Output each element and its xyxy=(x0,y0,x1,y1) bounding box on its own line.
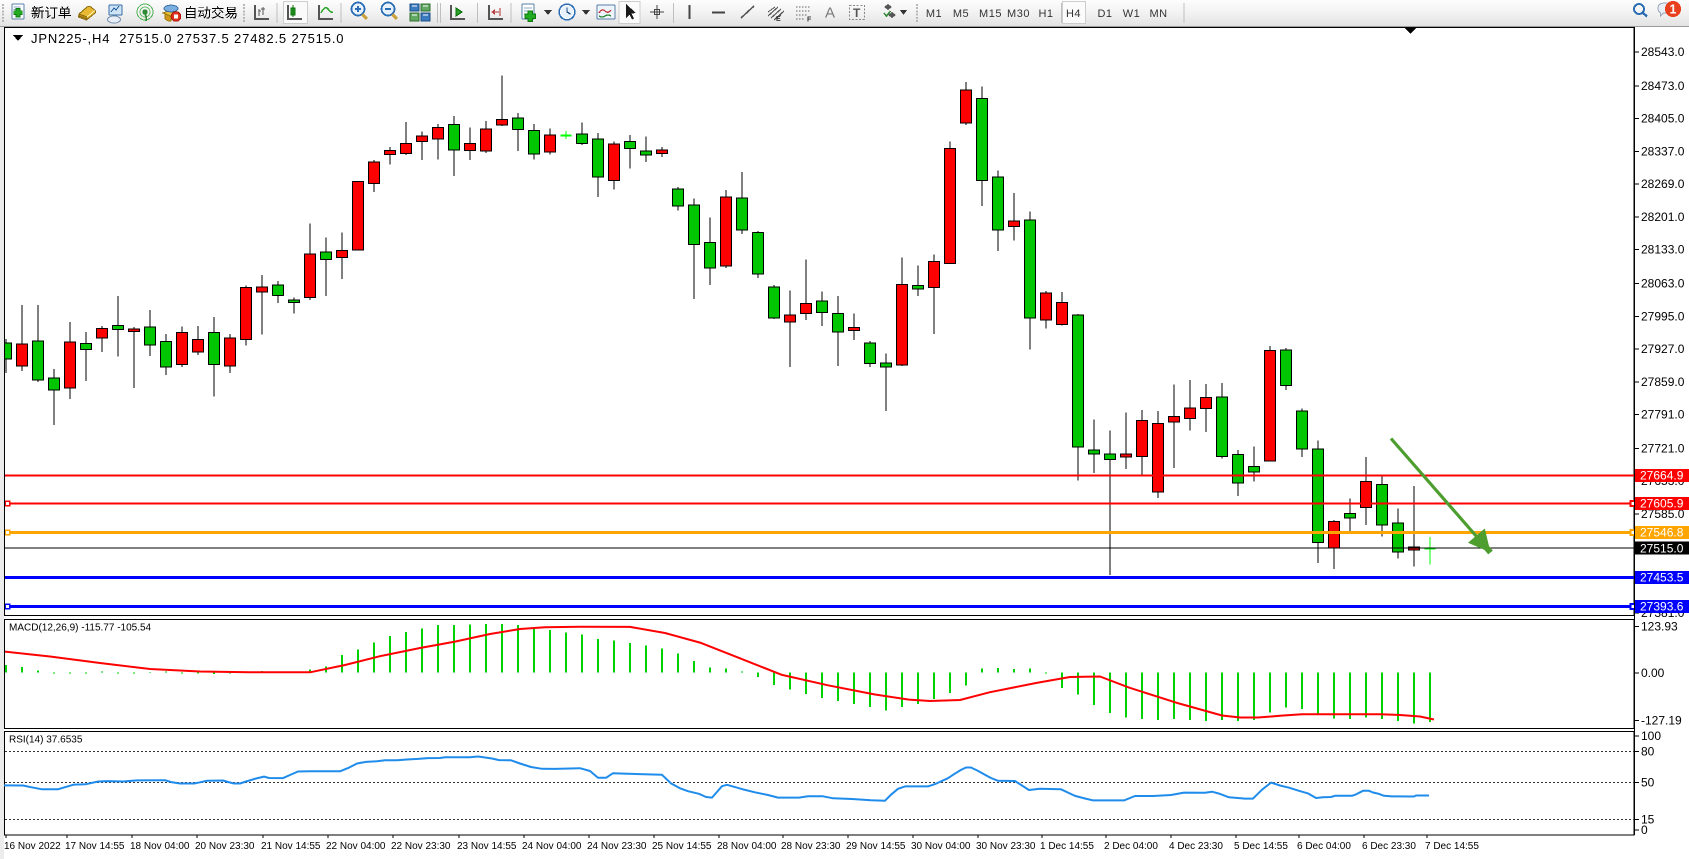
svg-text:27515.0: 27515.0 xyxy=(1640,541,1684,555)
svg-text:27859.0: 27859.0 xyxy=(1641,375,1685,389)
svg-text:T: T xyxy=(853,6,861,20)
svg-text:29 Nov 14:55: 29 Nov 14:55 xyxy=(846,841,906,852)
svg-text:27585.0: 27585.0 xyxy=(1641,507,1685,521)
svg-text:5 Dec 14:55: 5 Dec 14:55 xyxy=(1234,841,1288,852)
svg-text:27453.5: 27453.5 xyxy=(1640,571,1684,585)
svg-text:28 Nov 23:30: 28 Nov 23:30 xyxy=(781,841,841,852)
svg-text:28 Nov 04:00: 28 Nov 04:00 xyxy=(717,841,777,852)
svg-text:28543.0: 28543.0 xyxy=(1641,45,1685,59)
svg-text:2 Dec 04:00: 2 Dec 04:00 xyxy=(1104,841,1158,852)
svg-text:H4: H4 xyxy=(1066,8,1081,20)
svg-text:MACD(12,26,9) -115.77 -105.54: MACD(12,26,9) -115.77 -105.54 xyxy=(9,623,152,634)
svg-text:23 Nov 14:55: 23 Nov 14:55 xyxy=(457,841,517,852)
svg-text:20 Nov 23:30: 20 Nov 23:30 xyxy=(195,841,255,852)
svg-text:22 Nov 04:00: 22 Nov 04:00 xyxy=(326,841,386,852)
svg-text:MN: MN xyxy=(1149,8,1167,20)
svg-text:27605.9: 27605.9 xyxy=(1640,497,1684,511)
svg-text:27721.0: 27721.0 xyxy=(1641,441,1685,455)
svg-text:0: 0 xyxy=(1641,823,1648,837)
svg-text:M15: M15 xyxy=(979,8,1002,20)
svg-text:27393.6: 27393.6 xyxy=(1640,600,1684,614)
svg-text:16 Nov 2022: 16 Nov 2022 xyxy=(4,841,61,852)
svg-text:24 Nov 23:30: 24 Nov 23:30 xyxy=(587,841,647,852)
svg-text:28405.0: 28405.0 xyxy=(1641,112,1685,126)
svg-text:18 Nov 04:00: 18 Nov 04:00 xyxy=(130,841,190,852)
svg-text:6 Dec 23:30: 6 Dec 23:30 xyxy=(1362,841,1416,852)
svg-text:28063.0: 28063.0 xyxy=(1641,277,1685,291)
svg-text:28133.0: 28133.0 xyxy=(1641,243,1685,257)
svg-text:30 Nov 23:30: 30 Nov 23:30 xyxy=(976,841,1036,852)
svg-text:M5: M5 xyxy=(953,8,969,20)
svg-text:100: 100 xyxy=(1641,729,1661,743)
svg-text:6 Dec 04:00: 6 Dec 04:00 xyxy=(1297,841,1351,852)
svg-text:H1: H1 xyxy=(1038,8,1053,20)
svg-text:30 Nov 04:00: 30 Nov 04:00 xyxy=(911,841,971,852)
svg-text:JPN225-,H4 27515.0 27537.5 27: JPN225-,H4 27515.0 27537.5 27482.5 27515… xyxy=(31,31,344,46)
svg-text:25 Nov 14:55: 25 Nov 14:55 xyxy=(652,841,712,852)
svg-text:28269.0: 28269.0 xyxy=(1641,177,1685,191)
svg-text:RSI(14) 37.6535: RSI(14) 37.6535 xyxy=(9,735,83,746)
svg-text:0.00: 0.00 xyxy=(1641,666,1665,680)
svg-text:4 Dec 23:30: 4 Dec 23:30 xyxy=(1169,841,1223,852)
svg-text:M1: M1 xyxy=(926,8,942,20)
svg-text:21 Nov 14:55: 21 Nov 14:55 xyxy=(261,841,321,852)
svg-text:1 Dec 14:55: 1 Dec 14:55 xyxy=(1040,841,1094,852)
svg-text:F: F xyxy=(807,17,812,24)
svg-text:27546.8: 27546.8 xyxy=(1640,526,1684,540)
svg-text:123.93: 123.93 xyxy=(1641,620,1678,634)
svg-text:W1: W1 xyxy=(1123,8,1141,20)
svg-text:28337.0: 28337.0 xyxy=(1641,144,1685,158)
svg-text:-127.19: -127.19 xyxy=(1641,714,1682,728)
svg-text:27927.0: 27927.0 xyxy=(1641,342,1685,356)
svg-text:D1: D1 xyxy=(1097,8,1112,20)
svg-text:27995.0: 27995.0 xyxy=(1641,309,1685,323)
svg-text:28201.0: 28201.0 xyxy=(1641,210,1685,224)
svg-text:50: 50 xyxy=(1641,776,1655,790)
svg-text:A: A xyxy=(825,5,835,22)
svg-text:E: E xyxy=(776,16,781,23)
svg-text:27664.9: 27664.9 xyxy=(1640,469,1684,483)
svg-text:24 Nov 04:00: 24 Nov 04:00 xyxy=(522,841,582,852)
svg-text:22 Nov 23:30: 22 Nov 23:30 xyxy=(391,841,451,852)
svg-text:28473.0: 28473.0 xyxy=(1641,79,1685,93)
svg-text:M30: M30 xyxy=(1007,8,1030,20)
svg-text:15: 15 xyxy=(1641,812,1655,826)
svg-text:7 Dec 14:55: 7 Dec 14:55 xyxy=(1425,841,1479,852)
svg-text:80: 80 xyxy=(1641,744,1655,758)
svg-text:1: 1 xyxy=(1670,3,1677,17)
svg-text:17 Nov 14:55: 17 Nov 14:55 xyxy=(65,841,125,852)
svg-text:27791.0: 27791.0 xyxy=(1641,408,1685,422)
